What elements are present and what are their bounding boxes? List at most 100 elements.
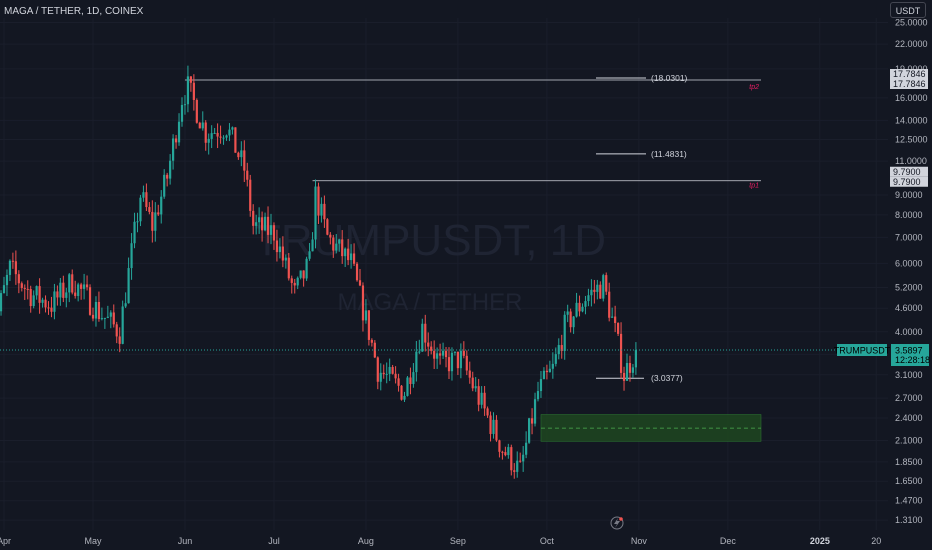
candle-body [101,318,103,319]
candle-body [56,291,58,297]
candle-body [36,286,38,295]
candle-body [510,447,512,470]
candle-body [516,461,518,472]
candle-body [231,127,233,129]
candle-body [573,317,575,328]
candle-body [356,264,358,280]
candle-body [332,238,334,251]
y-tick-label: 14.0000 [895,115,928,125]
candle-body [308,251,310,258]
candle-body [128,268,130,303]
candle-body [454,352,456,353]
candle-body [484,393,486,409]
candle-body [237,153,239,157]
candle-body [95,302,97,319]
candle-body [172,138,174,160]
candle-body [635,350,637,367]
candle-body [525,443,527,455]
candle-body [552,364,554,369]
price-tag-countdown: 12:28:18 [895,355,930,365]
candle-body [629,363,631,373]
candle-body [24,288,26,289]
candle-body [27,289,29,290]
candle-body [261,217,263,230]
candle-body [273,225,275,240]
candle-body [68,274,70,292]
candle-body [119,336,121,343]
candle-body [395,374,397,379]
candle-body [626,363,628,381]
candle-body [472,378,474,389]
candle-body [427,343,429,347]
level-value: (11.4831) [651,149,687,159]
candle-body [371,340,373,343]
candle-body [448,357,450,371]
candle-body [608,292,610,318]
candle-body [303,270,305,278]
candle-body [578,303,580,312]
candle-body [30,289,32,306]
candle-body [199,123,201,129]
candle-body [498,440,500,451]
candle-body [169,161,171,179]
candle-body [83,284,85,288]
candle-body [3,285,5,293]
y-tick-label: 7.0000 [895,232,923,242]
candle-body [77,284,79,296]
candle-body [587,295,589,301]
candle-body [311,240,313,252]
candle-body [255,222,257,226]
candle-body [110,312,112,316]
candle-body [596,285,598,292]
candle-body [196,100,198,123]
x-tick-label: Aug [358,536,374,546]
candle-body [475,386,477,388]
y-tick-label: 1.3100 [895,515,923,525]
candle-body [397,378,399,385]
candle-body [540,379,542,391]
candle-body [252,211,254,226]
y-tick-label: 2.7000 [895,393,923,403]
candle-body [92,315,94,319]
candle-body [406,377,408,395]
candle-body [531,418,533,423]
candle-body [125,303,127,306]
candle-body [130,243,132,268]
candle-body [178,122,180,143]
candle-body [439,353,441,355]
x-tick-label: Apr [0,536,11,546]
candle-body [107,317,109,318]
candle-body [163,175,165,197]
candle-body [593,290,595,292]
candle-body [222,138,224,139]
candle-body [469,371,471,378]
tp2-label: tp2 [749,84,759,91]
candle-body [270,225,272,235]
candle-body [481,393,483,405]
y-tick-label: 11.0000 [895,156,927,166]
x-tick-label: Sep [450,536,466,546]
candle-body [400,386,402,400]
price-tag-value: 3.5897 [895,346,923,356]
candle-body [549,369,551,372]
y-tick-label: 22.0000 [895,39,928,49]
candle-body [98,302,100,319]
candle-body [9,261,11,275]
low-value: (3.0377) [651,373,683,383]
candle-body [59,283,61,298]
candle-body [65,292,67,297]
tp2-value: (18.0301) [651,73,688,83]
candle-body [145,192,147,207]
candle-body [190,76,192,82]
candle-body [614,317,616,323]
candle-body [282,247,284,261]
candle-body [495,420,497,441]
currency-button[interactable]: USDT [890,2,926,18]
candle-body [211,133,213,139]
candle-body [157,212,159,214]
candle-body [430,347,432,351]
symbol-tag-label: TRUMPUSDT [834,346,891,356]
y-tick-label: 25.0000 [895,18,928,28]
